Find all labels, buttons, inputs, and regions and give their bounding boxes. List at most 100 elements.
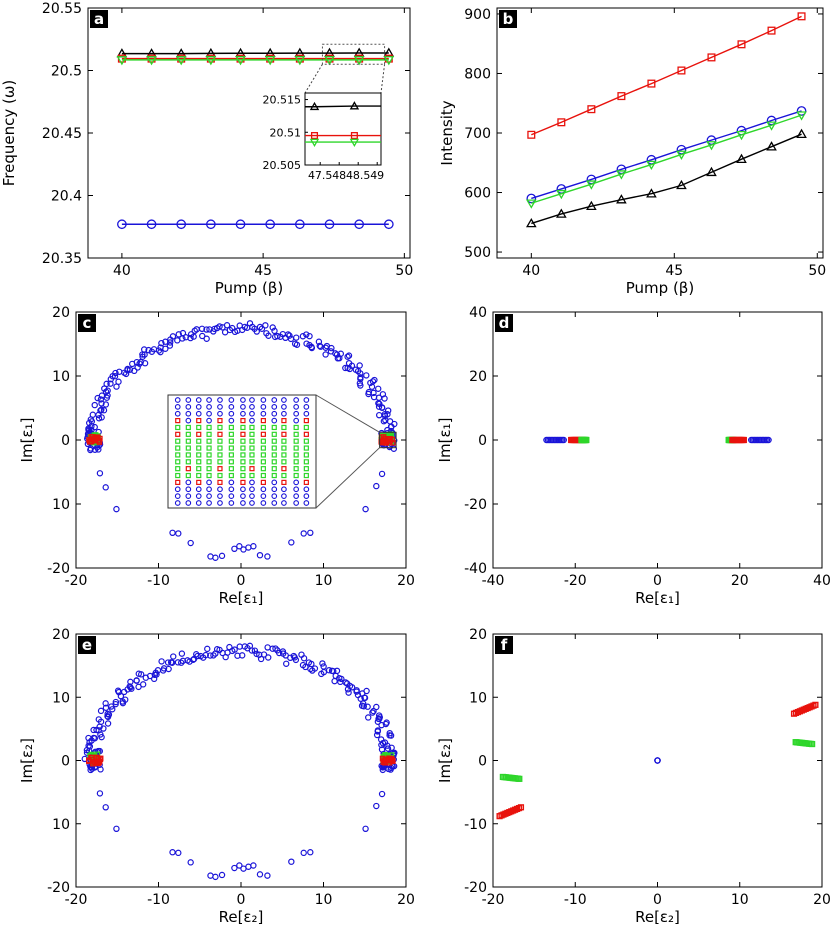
ring-point bbox=[107, 375, 115, 383]
ring-point bbox=[175, 331, 182, 338]
inset-x-tick-label: 47.5 bbox=[308, 169, 333, 182]
sparse-point bbox=[288, 858, 295, 865]
x-tick-label: -10 bbox=[147, 573, 170, 589]
inset-point-blue bbox=[281, 410, 287, 417]
ring-point bbox=[357, 374, 364, 381]
data-point-green bbox=[706, 141, 717, 151]
sparse-point bbox=[250, 862, 257, 869]
cluster-point-red bbox=[96, 439, 103, 445]
ring-point bbox=[107, 380, 114, 387]
inset-point-blue bbox=[303, 404, 310, 410]
ring-point bbox=[129, 360, 136, 368]
ring-point bbox=[343, 680, 351, 687]
ring-point bbox=[246, 320, 254, 327]
x-tick-label: 10 bbox=[315, 573, 333, 589]
inset-point-blue bbox=[281, 397, 287, 403]
ring-point bbox=[133, 677, 140, 684]
cluster-point-red bbox=[91, 759, 98, 765]
inset-point-red bbox=[196, 479, 202, 485]
ring-point bbox=[315, 338, 323, 345]
panel-b: 40 45 50 500 600 700 800 900 Pump (β) Intensity b bbox=[438, 7, 826, 297]
ring-point bbox=[293, 334, 300, 341]
inset-point-blue bbox=[217, 404, 223, 410]
inset-frame bbox=[167, 394, 317, 509]
ring-point bbox=[203, 326, 210, 333]
inset-frame bbox=[304, 92, 382, 166]
inset-point-blue bbox=[228, 486, 235, 493]
sparse-point bbox=[373, 802, 380, 810]
panel-badge bbox=[90, 10, 108, 28]
ring-point bbox=[369, 378, 377, 385]
inset-point-blue bbox=[240, 410, 246, 417]
inset-y-tick-label: 20.51 bbox=[270, 126, 302, 139]
plot-frame bbox=[492, 633, 823, 888]
inset-point-green bbox=[249, 445, 255, 451]
ring-point bbox=[353, 687, 360, 694]
ring-point bbox=[345, 359, 353, 367]
ring-point bbox=[190, 655, 198, 663]
ring-point bbox=[98, 400, 105, 407]
inset-point-green bbox=[175, 438, 181, 444]
ring-point bbox=[356, 380, 364, 387]
inset-point-red bbox=[281, 418, 287, 424]
cluster-point-red bbox=[517, 804, 525, 811]
ring-point bbox=[178, 650, 186, 657]
inset-point-green bbox=[303, 466, 309, 472]
data-point-red bbox=[527, 130, 536, 139]
ring-point bbox=[139, 351, 146, 358]
inset-point-blue bbox=[249, 500, 255, 506]
sparse-point bbox=[113, 505, 120, 513]
inset-point-green bbox=[240, 459, 246, 465]
ring-point bbox=[365, 388, 373, 396]
data-point-black bbox=[766, 141, 777, 151]
x-axis-label: Pump (β) bbox=[626, 279, 694, 297]
data-point-green bbox=[264, 56, 276, 66]
inset-point-green bbox=[271, 459, 277, 465]
inset-point-red bbox=[260, 479, 266, 485]
inset-point-green bbox=[271, 431, 277, 437]
inset-point-blue bbox=[293, 410, 300, 417]
y-tick-label: 800 bbox=[464, 66, 491, 82]
inset-point-green bbox=[293, 431, 299, 437]
data-point-red bbox=[737, 40, 746, 49]
ring-point bbox=[104, 720, 112, 727]
panel-letter: f bbox=[501, 636, 508, 654]
ring-point bbox=[290, 652, 297, 660]
ring-point bbox=[142, 674, 150, 681]
ring-point bbox=[264, 644, 271, 651]
inset-point-blue bbox=[217, 493, 223, 499]
inset-point-green bbox=[185, 452, 191, 458]
inset-point-blue bbox=[293, 493, 300, 499]
x-tick-label: 20 bbox=[397, 892, 415, 908]
ring-point bbox=[370, 393, 378, 401]
inset-point-green bbox=[206, 459, 212, 465]
inset-point-red bbox=[260, 431, 266, 437]
data-point-black bbox=[796, 128, 807, 138]
ring-point bbox=[383, 719, 390, 726]
inset-point-blue bbox=[303, 397, 310, 403]
ring-point bbox=[102, 700, 109, 707]
inset-point-green bbox=[281, 424, 287, 431]
inset-point-blue bbox=[271, 397, 278, 403]
data-point-blue bbox=[176, 219, 187, 230]
ring-point bbox=[283, 660, 290, 667]
inset-point-green bbox=[185, 459, 191, 465]
ring-point bbox=[331, 677, 338, 685]
inset-point-green bbox=[303, 459, 309, 465]
inset-point-blue bbox=[185, 479, 192, 486]
ring-point bbox=[319, 660, 326, 667]
panel-badge bbox=[499, 10, 517, 28]
inset-point-green bbox=[175, 452, 181, 458]
ring-point bbox=[113, 383, 120, 390]
inset-point-green bbox=[260, 466, 266, 472]
plot-frame bbox=[496, 7, 824, 259]
ring-point bbox=[375, 385, 382, 392]
sparse-point bbox=[187, 859, 194, 866]
ring-point bbox=[94, 394, 101, 402]
ring-point bbox=[327, 348, 335, 355]
x-axis-label: Re[ε₂] bbox=[635, 908, 680, 926]
inset-point-red bbox=[175, 418, 181, 424]
ring-point bbox=[328, 667, 336, 675]
inset-point-green bbox=[185, 472, 191, 479]
inset-point-green bbox=[206, 445, 212, 451]
